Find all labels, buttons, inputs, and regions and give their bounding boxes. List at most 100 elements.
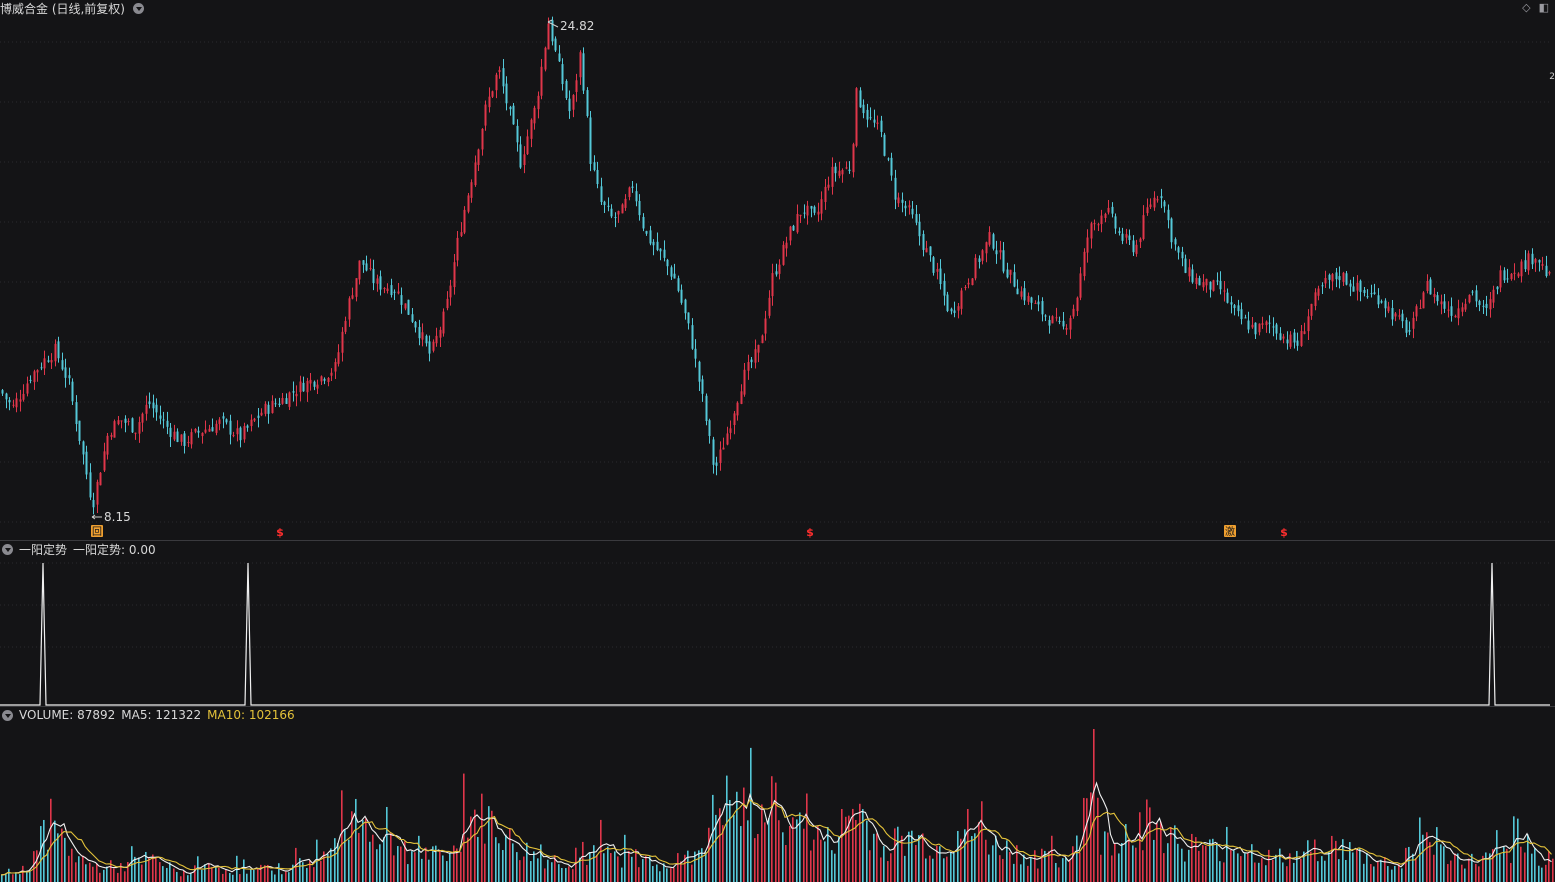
volume-bar [1443,846,1445,882]
volume-bar [173,868,175,882]
volume-bar [666,868,668,882]
candle-body [302,382,305,392]
volume-bar [845,816,847,882]
volume-bar [810,850,812,882]
volume-bar [901,835,903,882]
volume-bar [1041,848,1043,882]
volume-bar [925,858,927,882]
candle-body [1272,326,1275,328]
candle-body [1202,282,1205,288]
candle-body [1286,339,1289,344]
price-chart-panel[interactable]: 博威合金 (日线,前复权) ◇ ◧ 2 24.82 8.15 回 $ $ 激 $ [0,0,1555,540]
candle-body [425,335,428,344]
candle-body [505,83,508,104]
price-panel-header: 博威合金 (日线,前复权) [0,0,150,16]
volume-bar [848,815,850,882]
volume-bar [1461,864,1463,882]
volume-bar [890,853,892,882]
volume-bar [341,790,343,882]
volume-bar [134,856,136,882]
volume-panel-header: VOLUME: 87892 MA5: 121322 MA10: 102166 [0,707,301,723]
panel-toggle-icon[interactable]: ◧ [1538,1,1549,14]
volume-bar [946,856,948,882]
candle-body [169,427,172,437]
chevron-down-icon[interactable] [2,543,13,555]
volume-bar [278,863,280,882]
candle-body [1153,197,1156,208]
volume-chart[interactable] [0,707,1555,882]
candle-body [145,404,148,414]
candle-body [316,384,319,389]
volume-bar [978,822,980,882]
signal-chart[interactable] [0,541,1555,707]
volume-bar [582,841,584,882]
volume-bar [29,870,31,882]
candle-body [999,250,1002,253]
candle-body [341,331,344,353]
volume-bar [502,850,504,882]
candle-body [509,106,512,110]
volume-bar [1489,853,1491,882]
candle-body [428,341,431,354]
candle-body [1219,280,1222,290]
candle-body [337,352,340,364]
volume-bar [509,827,511,882]
candle-body [1475,290,1478,302]
candle-body [61,360,64,370]
candle-body [596,169,599,185]
candle-body [376,278,379,284]
candle-body [278,403,281,405]
volume-bar [82,855,84,882]
volume-bar [323,851,325,882]
candle-body [887,158,890,160]
volume-bar [393,855,395,882]
volume-panel[interactable]: VOLUME: 87892 MA5: 121322 MA10: 102166 [0,706,1555,882]
chevron-down-icon[interactable] [133,2,144,14]
volume-bar [407,864,409,882]
volume-bar [635,849,637,882]
candlestick-chart[interactable]: 24.82 8.15回 $ $ 激 $ [0,0,1555,540]
candle-body [1461,307,1464,312]
candle-body [733,413,736,425]
volume-bar [701,848,703,882]
candle-body [1331,274,1334,282]
volume-bar [1538,865,1540,882]
volume-bar [260,864,262,882]
volume-bar [204,864,206,882]
candle-body [1114,216,1117,229]
candle-body [1251,324,1254,328]
volume-bar [1114,843,1116,882]
volume-bar [579,857,581,882]
candle-body [1471,291,1474,293]
volume-bar [1034,850,1036,882]
candle-body [390,285,393,296]
candle-body [222,416,225,419]
candle-body [5,393,8,400]
volume-bar [684,854,686,882]
candle-body [117,420,120,425]
volume-bar [5,874,7,882]
candle-body [1230,302,1233,305]
candle-body [1517,273,1520,277]
volume-bar [589,852,591,882]
volume-bar [894,828,896,882]
signal-indicator-panel[interactable]: 一阳定势 一阳定势: 0.00 [0,540,1555,707]
candle-body [729,428,732,433]
volume-bar [1398,864,1400,882]
candle-body [498,69,501,73]
volume-bar [243,859,245,882]
volume-bar [1251,844,1253,882]
candle-body [180,434,183,442]
chevron-down-icon[interactable] [2,709,13,721]
diamond-icon[interactable]: ◇ [1522,1,1531,14]
volume-bar [460,851,462,882]
candle-body [1443,301,1446,309]
volume-bar [320,861,322,882]
volume-bar [176,871,178,882]
volume-bar [232,874,234,882]
volume-bar [110,860,112,882]
candle-body [796,214,799,233]
volume-bar [1132,845,1134,882]
candle-body [635,191,638,202]
candle-body [1541,264,1544,266]
